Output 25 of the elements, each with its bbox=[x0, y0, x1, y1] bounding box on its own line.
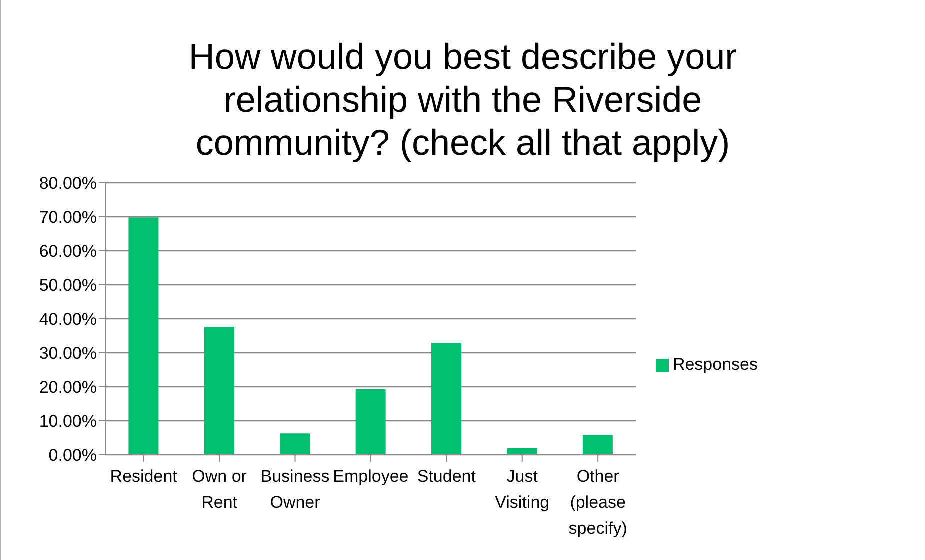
bar bbox=[582, 435, 613, 455]
x-tick-label: Business Owner bbox=[260, 467, 330, 512]
bar bbox=[356, 389, 386, 455]
bar bbox=[204, 327, 234, 455]
y-tick-label: 50.00% bbox=[39, 276, 97, 296]
y-tick-label: 60.00% bbox=[39, 242, 97, 262]
y-tick-label: 80.00% bbox=[39, 174, 97, 194]
y-tick-label: 30.00% bbox=[39, 344, 97, 364]
bar bbox=[128, 218, 159, 455]
bar bbox=[432, 343, 462, 455]
y-tick-label: 20.00% bbox=[39, 378, 97, 398]
x-tick-label: Resident bbox=[110, 467, 178, 486]
bar bbox=[280, 434, 310, 455]
legend-label: Responses bbox=[672, 355, 758, 374]
x-tick-label: Own or Rent bbox=[192, 467, 248, 512]
y-tick-label: 70.00% bbox=[39, 208, 97, 228]
chart-title: How would you best describe your relationship with the Riverside community? (check all that apply) bbox=[188, 35, 738, 165]
x-tick-label: Other (please specify) bbox=[568, 467, 628, 538]
y-tick-label: 0.00% bbox=[48, 446, 97, 466]
bar bbox=[507, 448, 538, 455]
x-tick-label: Employee bbox=[333, 467, 409, 486]
x-tick-label: Student bbox=[417, 467, 476, 486]
y-tick-label: 40.00% bbox=[39, 310, 97, 330]
x-tick-label: Just Visiting bbox=[495, 467, 550, 512]
y-tick-label: 10.00% bbox=[39, 412, 97, 432]
